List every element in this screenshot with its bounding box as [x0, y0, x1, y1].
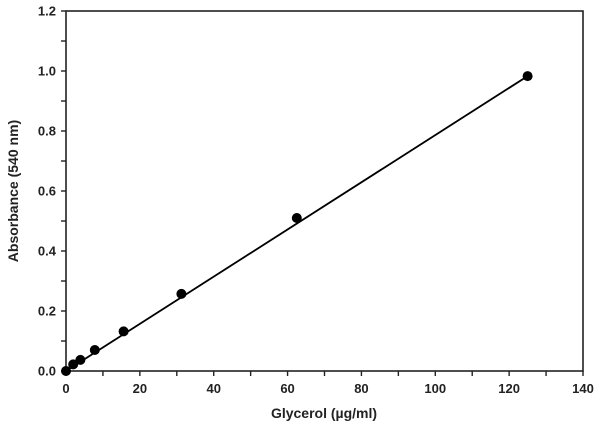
x-tick-label: 60: [280, 381, 294, 396]
data-point: [89, 345, 100, 355]
data-point: [68, 359, 79, 370]
x-axis-title: Glycerol (µg/ml): [271, 405, 377, 421]
y-tick-label: 1.0: [38, 64, 56, 79]
x-tick-label: 20: [133, 381, 147, 396]
y-tick-label: 0.0: [38, 364, 56, 379]
y-tick-label: 1.2: [38, 4, 56, 19]
plot-border: [65, 10, 584, 372]
y-axis-title: Absorbance (540 nm): [5, 120, 21, 262]
data-points: [61, 71, 533, 376]
x-tick-label: 100: [424, 381, 446, 396]
data-point: [118, 326, 129, 337]
x-tick-label: 80: [354, 381, 368, 396]
x-axis-ticks: 0 20 40 60 80 100 120 140: [62, 371, 594, 396]
x-tick-label: 120: [498, 381, 520, 396]
y-tick-label: 0.4: [38, 244, 57, 259]
y-tick-label: 0.6: [38, 184, 56, 199]
y-tick-label: 0.8: [38, 124, 56, 139]
plot-frame: [65, 10, 584, 372]
y-axis-ticks: 0.0 0.2 0.4 0.6 0.8 1.0 1.2: [38, 4, 66, 379]
data-point: [522, 71, 533, 82]
data-point: [75, 354, 86, 365]
data-point: [291, 213, 302, 223]
y-tick-label: 0.2: [38, 304, 56, 319]
x-tick-label: 0: [62, 381, 69, 396]
fit-line: [65, 75, 529, 372]
x-tick-label: 40: [206, 381, 220, 396]
data-point: [176, 288, 187, 299]
data-point: [61, 366, 71, 376]
regression-line: [65, 75, 529, 372]
x-tick-label: 140: [572, 381, 594, 396]
